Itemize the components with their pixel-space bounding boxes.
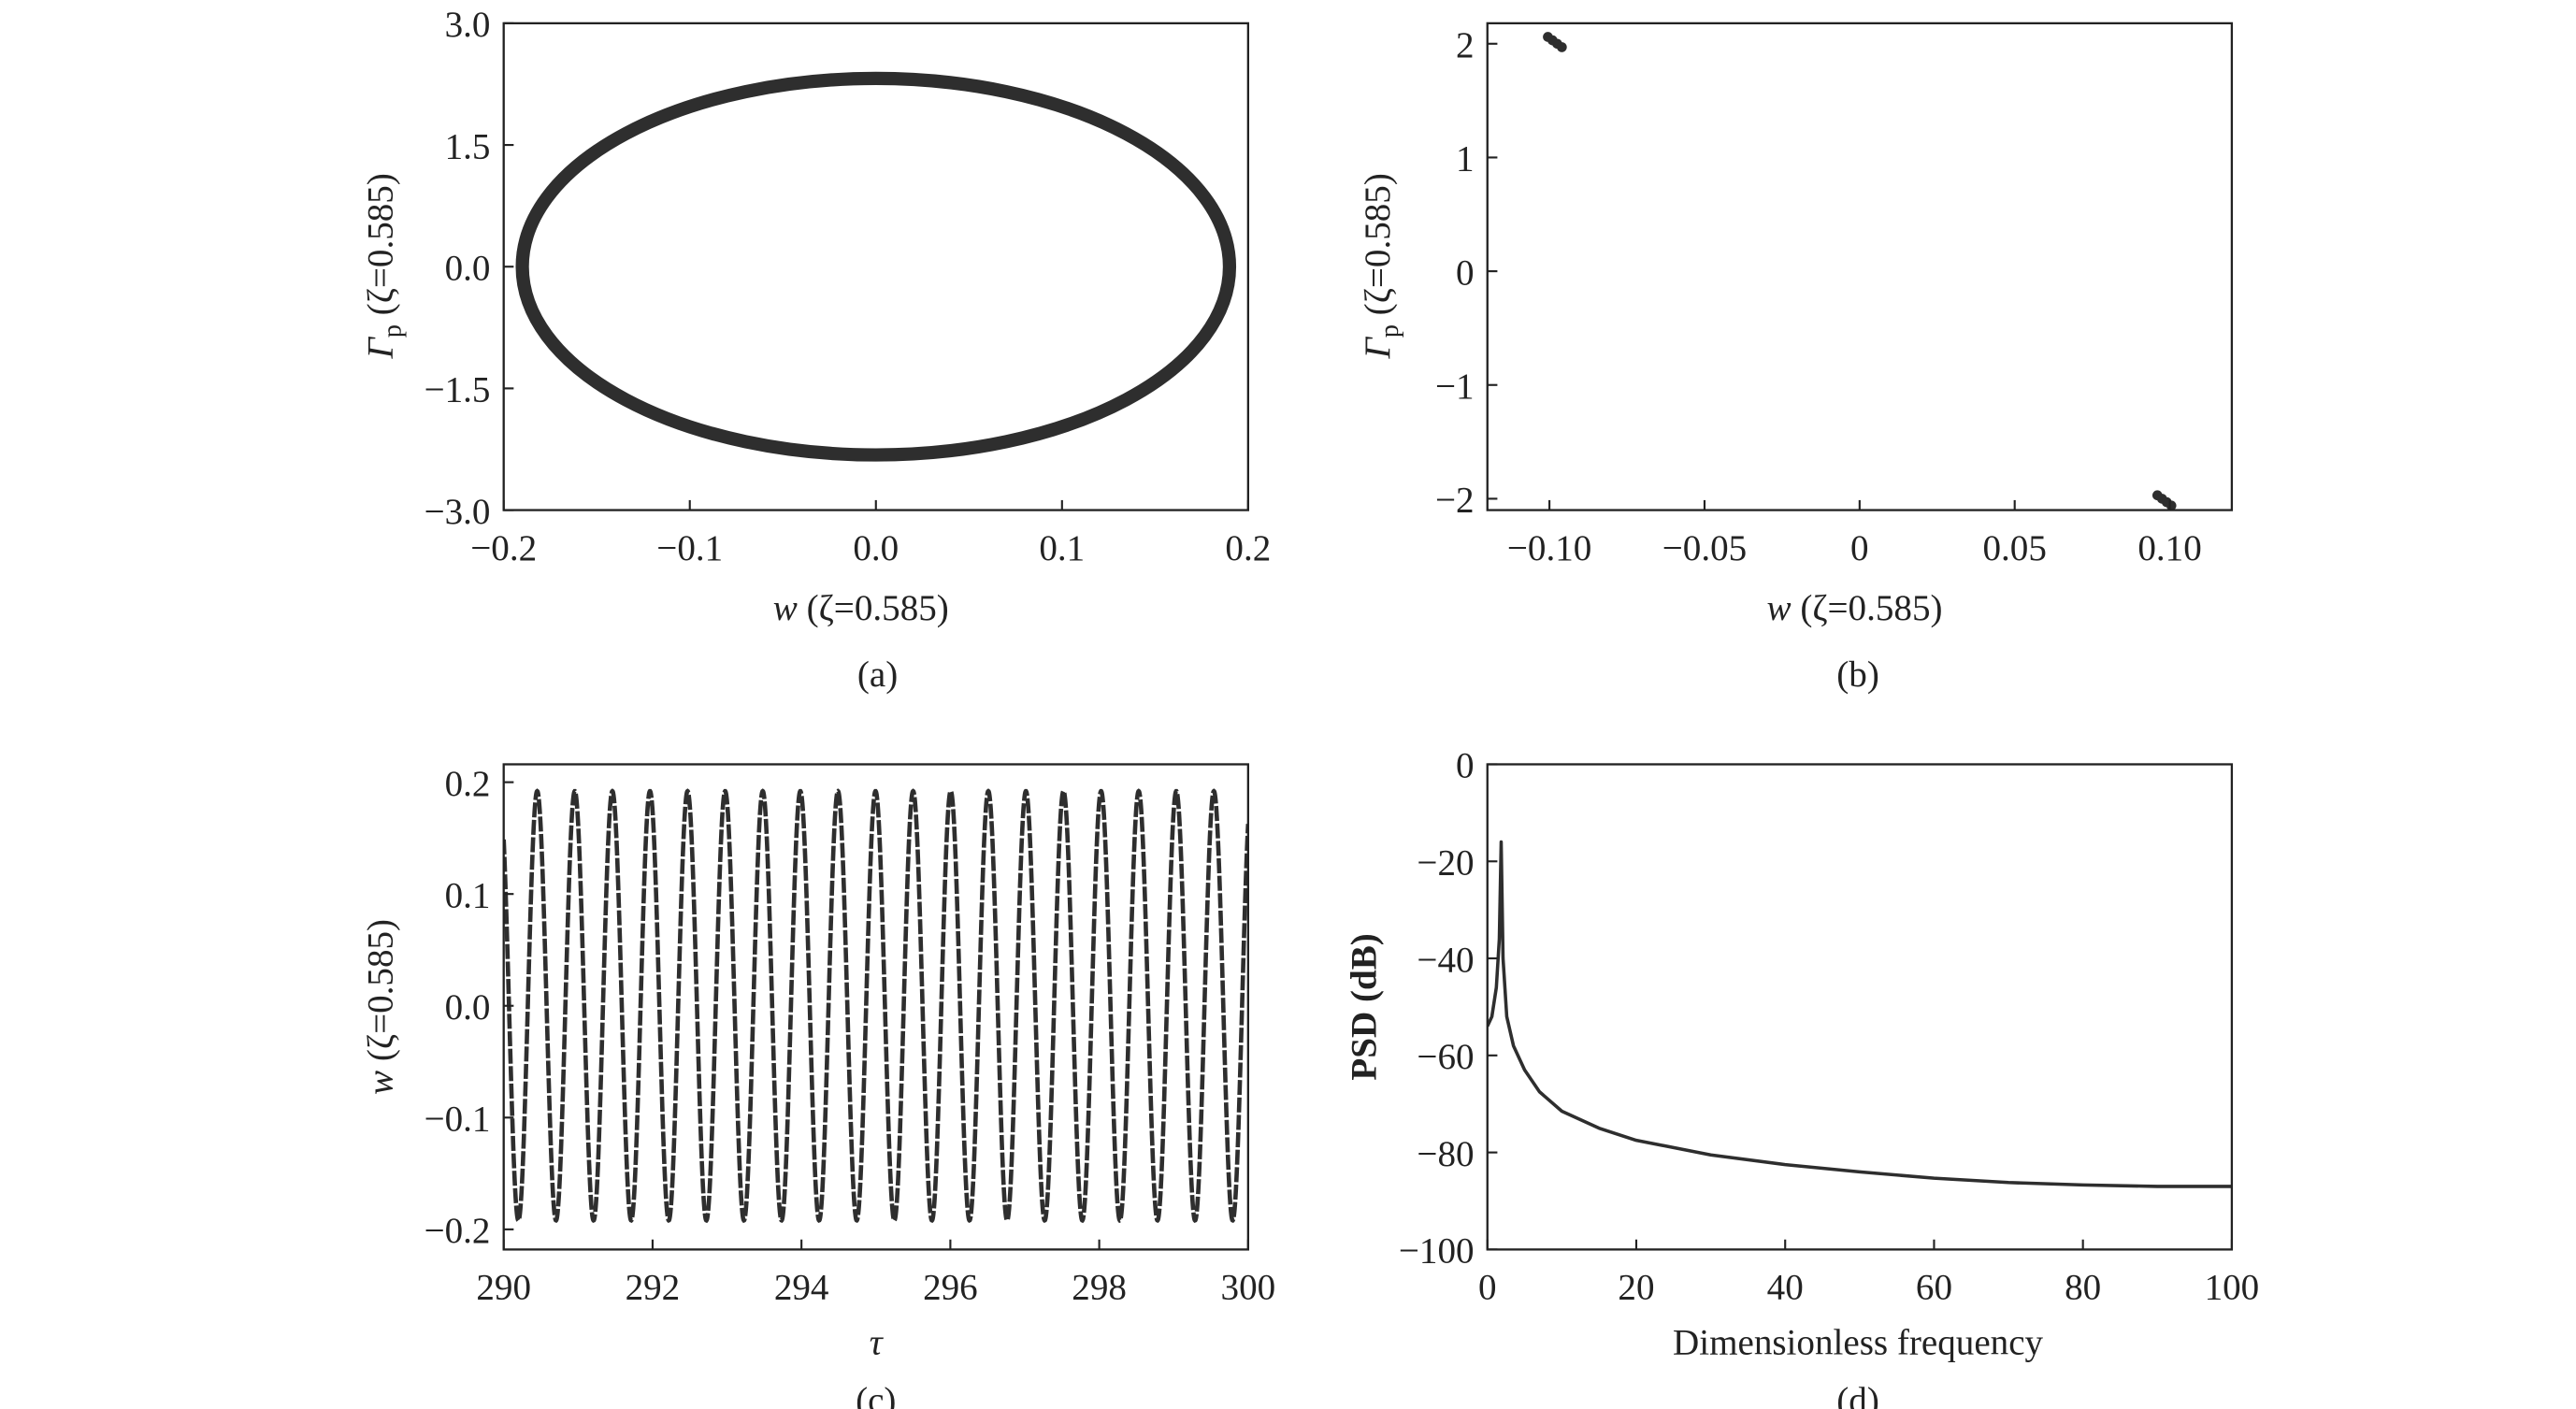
x-axis-label: w (ζ=0.585) bbox=[1766, 588, 1942, 628]
x-tick-label: 292 bbox=[626, 1268, 681, 1308]
x-tick-label: 80 bbox=[2065, 1268, 2101, 1308]
caption-b: (b) bbox=[1836, 654, 1879, 695]
plot-area bbox=[1487, 840, 2232, 1188]
y-tick-label: 0.0 bbox=[445, 248, 491, 288]
x-param: (ζ=0.585) bbox=[798, 588, 949, 628]
y-tick-label: −100 bbox=[1399, 1231, 1475, 1272]
y-tick-label: −2 bbox=[1435, 481, 1475, 521]
plot-area bbox=[1543, 32, 2177, 510]
phase-orbit-line bbox=[515, 71, 1237, 462]
y-tick-label: 3.0 bbox=[445, 5, 491, 45]
y-tick-label: −1.5 bbox=[425, 370, 491, 410]
plot-frame bbox=[1486, 763, 2234, 1251]
y-var: Γ bbox=[1358, 337, 1398, 360]
x-tick-label: 290 bbox=[476, 1268, 531, 1308]
x-axis-label: w (ζ=0.585) bbox=[773, 588, 949, 628]
psd-line bbox=[1487, 840, 2232, 1188]
caption-a: (a) bbox=[857, 654, 898, 695]
x-tick-label: 60 bbox=[1916, 1268, 1952, 1308]
x-tick-label: 0 bbox=[1478, 1268, 1497, 1308]
x-tick-label: −0.10 bbox=[1507, 528, 1591, 568]
x-tick-label: 0 bbox=[1850, 528, 1869, 568]
plot-frame bbox=[502, 22, 1250, 511]
y-tick-label: 2 bbox=[1456, 25, 1475, 65]
x-tick-label: 100 bbox=[2205, 1268, 2260, 1308]
panel-a: w (ζ=0.585) Γp (ζ=0.585) (a) −0.2 −0.1 0.0… bbox=[361, 5, 1272, 695]
x-var: w bbox=[1766, 588, 1791, 628]
y-sub: p bbox=[1375, 324, 1404, 338]
plot-frame bbox=[502, 763, 1250, 1251]
caption-c: (c) bbox=[856, 1381, 896, 1409]
y-tick-label: 1.5 bbox=[445, 126, 491, 166]
panel-c: τ w (ζ=0.585) (c) 290 292 294 296 298 300 0.2 0… bbox=[361, 763, 1276, 1409]
y-param: (ζ=0.585) bbox=[361, 919, 401, 1071]
y-tick-label: −80 bbox=[1417, 1134, 1474, 1174]
plot-area bbox=[503, 788, 1248, 1224]
x-tick-label: 0.10 bbox=[2137, 528, 2201, 568]
y-axis-label: w (ζ=0.585) bbox=[361, 919, 401, 1095]
y-tick-label: 0 bbox=[1456, 746, 1475, 786]
x-tick-label: 0.2 bbox=[1225, 528, 1271, 568]
y-tick-label: 0.1 bbox=[445, 875, 491, 915]
caption-d: (d) bbox=[1836, 1381, 1879, 1409]
x-tick-label: 0.05 bbox=[1982, 528, 2046, 568]
plot-area bbox=[515, 71, 1237, 462]
x-axis-label: Dimensionless frequency bbox=[1673, 1322, 2044, 1362]
x-tick-label: 296 bbox=[923, 1268, 978, 1308]
poincare-point bbox=[1557, 42, 1567, 52]
x-tick-label: 0.0 bbox=[853, 528, 899, 568]
x-tick-label: 20 bbox=[1618, 1268, 1654, 1308]
x-tick-label: −0.05 bbox=[1662, 528, 1747, 568]
y-tick-label: 0.0 bbox=[445, 987, 491, 1028]
y-param: (ζ=0.585) bbox=[361, 173, 401, 324]
y-var: w bbox=[361, 1071, 401, 1095]
y-axis-label: PSD (dB) bbox=[1345, 933, 1385, 1080]
y-tick-label: −1 bbox=[1435, 367, 1475, 407]
y-tick-label: −60 bbox=[1417, 1037, 1474, 1077]
x-tick-label: 40 bbox=[1767, 1268, 1804, 1308]
panel-d: Dimensionless frequency PSD (dB) (d) 0 20… bbox=[1345, 746, 2260, 1409]
x-param: (ζ=0.585) bbox=[1792, 588, 1943, 628]
y-tick-label: 1 bbox=[1456, 139, 1475, 180]
y-tick-label: −0.1 bbox=[425, 1100, 491, 1140]
x-axis-label: τ bbox=[870, 1322, 885, 1362]
x-tick-label: −0.2 bbox=[470, 528, 537, 568]
x-tick-label: 0.1 bbox=[1039, 528, 1085, 568]
y-tick-label: −20 bbox=[1417, 842, 1474, 883]
y-axis-label: Γp (ζ=0.585) bbox=[1358, 173, 1404, 359]
x-var: w bbox=[773, 588, 798, 628]
y-tick-label: −40 bbox=[1417, 940, 1474, 980]
x-tick-label: 300 bbox=[1221, 1268, 1276, 1308]
y-sub: p bbox=[379, 324, 408, 338]
plot-frame bbox=[1486, 22, 2234, 511]
y-tick-label: −0.2 bbox=[425, 1211, 491, 1251]
y-param: (ζ=0.585) bbox=[1358, 173, 1398, 324]
time-series-line bbox=[503, 788, 1248, 1224]
y-axis-label: Γp (ζ=0.585) bbox=[361, 173, 408, 359]
y-var: Γ bbox=[361, 337, 401, 360]
y-tick-label: 0.2 bbox=[445, 764, 491, 804]
panel-b: w (ζ=0.585) Γp (ζ=0.585) (b) −0.10 −0.05 0… bbox=[1358, 22, 2234, 695]
x-tick-label: 298 bbox=[1072, 1268, 1127, 1308]
y-tick-label: 0 bbox=[1456, 252, 1475, 293]
x-tick-label: 294 bbox=[774, 1268, 829, 1308]
y-tick-label: −3.0 bbox=[425, 492, 491, 532]
x-tick-label: −0.1 bbox=[656, 528, 723, 568]
